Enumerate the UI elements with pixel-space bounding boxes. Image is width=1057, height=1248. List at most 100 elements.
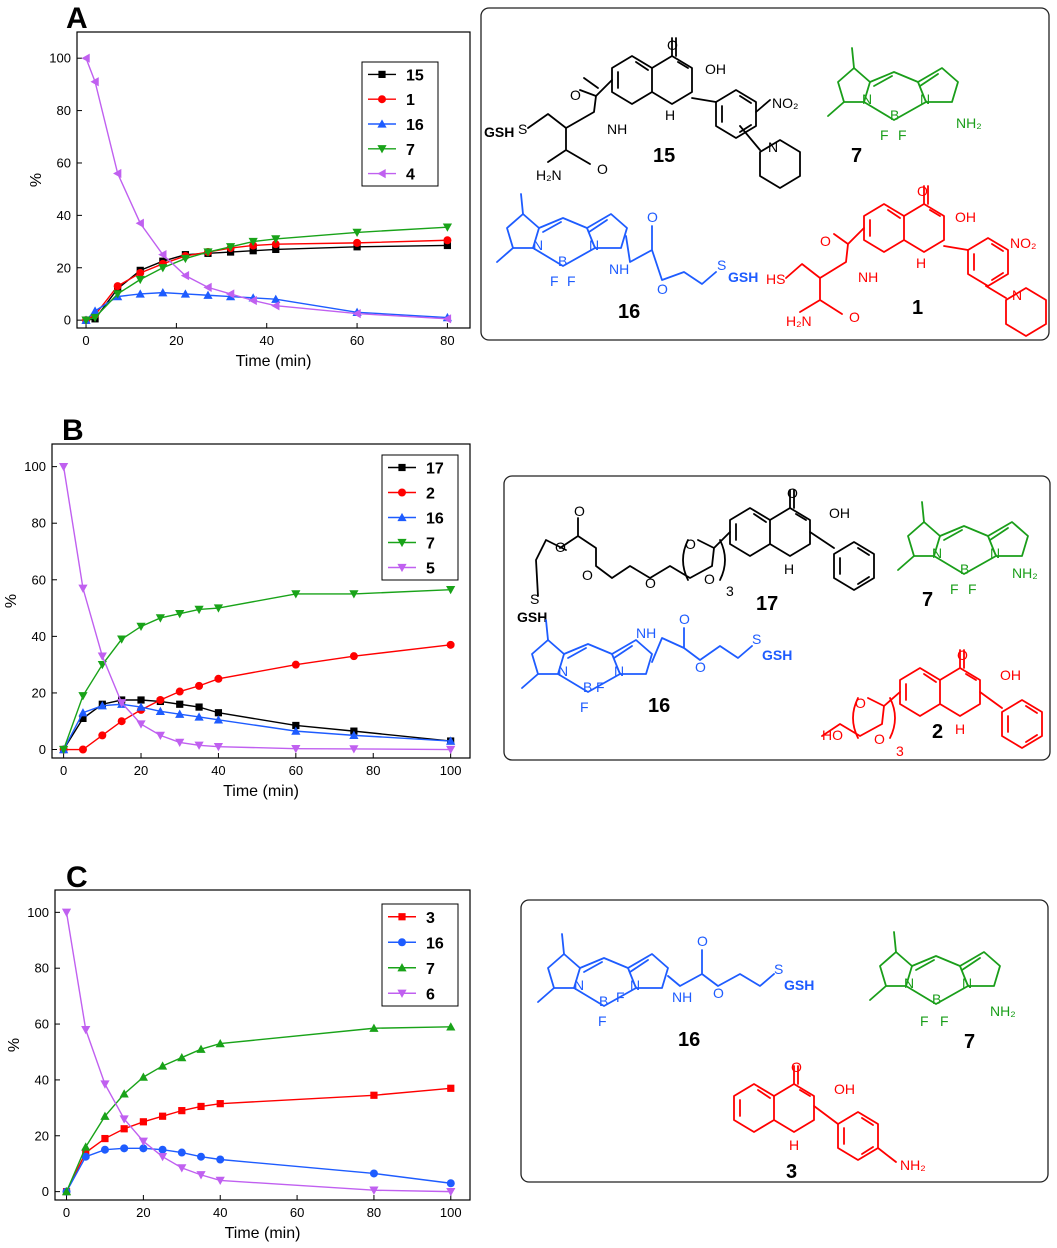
- y-tick-label: 40: [35, 1072, 49, 1087]
- data-point: [446, 745, 456, 755]
- data-point: [117, 717, 126, 726]
- legend-label: 16: [426, 935, 444, 952]
- atom-o: O: [704, 571, 715, 587]
- y-tick-label: 20: [35, 1128, 49, 1143]
- data-point: [291, 590, 301, 599]
- legend: 15 1 16 7 4: [361, 61, 439, 187]
- data-point: [137, 696, 145, 704]
- structure-16: [537, 933, 775, 1007]
- atom-h2n: H₂N: [786, 313, 812, 329]
- panel-letter: C: [66, 861, 88, 894]
- atom-b: B: [932, 991, 941, 1007]
- atom-o: O: [917, 183, 928, 199]
- structures-box: [503, 475, 1051, 761]
- data-point: [97, 701, 107, 710]
- series-6: [61, 908, 456, 1197]
- x-tick-label: 80: [366, 763, 380, 778]
- y-tick-label: 80: [57, 103, 71, 118]
- data-point: [214, 674, 223, 683]
- data-point: [203, 290, 213, 299]
- compound-label-17: 17: [756, 593, 778, 615]
- atom-o: O: [695, 659, 706, 675]
- data-point: [157, 1061, 168, 1070]
- legend-box: [381, 903, 459, 1007]
- data-point: [139, 1144, 148, 1153]
- atom-o: O: [645, 575, 656, 591]
- legend-label: 2: [426, 486, 435, 503]
- atom-nh2: NH₂: [900, 1157, 926, 1173]
- data-point: [446, 586, 456, 595]
- series-7: [59, 586, 456, 755]
- data-point: [113, 290, 123, 299]
- atom-nh: NH: [607, 121, 627, 137]
- subscript-3: 3: [726, 583, 734, 599]
- data-point: [203, 282, 212, 292]
- data-point: [195, 703, 203, 711]
- legend-marker: [378, 70, 386, 78]
- data-point: [292, 721, 300, 730]
- series-15: [82, 241, 452, 324]
- y-tick-label: 60: [57, 155, 71, 170]
- atom-s: S: [717, 257, 726, 273]
- data-point: [100, 1145, 109, 1154]
- y-tick-label: 100: [27, 905, 49, 920]
- data-point: [82, 1148, 90, 1157]
- atom-nh: NH: [636, 625, 656, 641]
- y-tick-label: 40: [32, 629, 46, 644]
- x-axis-title: Time (min): [236, 353, 312, 370]
- atom-n: N: [904, 975, 914, 991]
- plot-frame: [54, 889, 471, 1201]
- legend-label: 16: [426, 511, 444, 528]
- data-point: [197, 1152, 206, 1161]
- atom-o: O: [697, 933, 708, 949]
- atom-o: O: [555, 539, 566, 555]
- atom-o: O: [787, 485, 798, 501]
- structures-box: [520, 899, 1049, 1183]
- data-point: [81, 53, 90, 63]
- data-point: [175, 738, 185, 748]
- compound-label-15: 15: [653, 145, 675, 167]
- data-point: [135, 218, 144, 228]
- legend-marker: [398, 913, 406, 921]
- y-tick-label: 60: [32, 572, 46, 587]
- data-point: [155, 706, 165, 716]
- atom-oh: OH: [705, 61, 726, 77]
- atom-oh: OH: [955, 209, 976, 225]
- data-point: [213, 743, 224, 752]
- data-point: [100, 1080, 110, 1089]
- series-line: [85, 226, 448, 321]
- structures-box: [480, 7, 1050, 341]
- legend-marker: [398, 488, 406, 497]
- compound-label-16: 16: [648, 695, 670, 717]
- legend-label: 7: [426, 536, 435, 553]
- legend-marker: [397, 989, 407, 998]
- y-axis-title: %: [3, 594, 20, 608]
- y-tick-label: 0: [64, 313, 71, 328]
- atom-n: N: [614, 663, 624, 679]
- atom-s: S: [530, 591, 539, 607]
- data-point: [369, 1169, 378, 1178]
- data-point: [175, 709, 185, 718]
- data-point: [61, 1187, 72, 1196]
- atom-n: N: [962, 975, 972, 991]
- data-point: [442, 223, 453, 232]
- data-point: [158, 1112, 167, 1120]
- atom-ho: HO: [822, 727, 843, 743]
- data-point: [203, 248, 213, 257]
- compound-label-7: 7: [851, 145, 862, 167]
- legend-marker: [398, 938, 406, 947]
- atom-f: F: [940, 1013, 949, 1029]
- data-point: [177, 1164, 187, 1173]
- x-tick-label: 0: [82, 333, 89, 348]
- atom-no2: NO₂: [772, 95, 798, 111]
- data-point: [158, 1145, 167, 1154]
- data-point: [158, 288, 168, 297]
- atom-n: N: [589, 237, 599, 253]
- data-point: [353, 238, 362, 247]
- data-point: [349, 652, 358, 661]
- series-2: [59, 640, 455, 754]
- data-point: [78, 692, 88, 701]
- gsh-label: GSH: [484, 124, 514, 140]
- panel-a: A 0 20 40 60 80 0 20 40 60 80 100 Time (min)% 15 1 16 7…: [28, 2, 1050, 370]
- y-axis-title: %: [6, 1038, 23, 1052]
